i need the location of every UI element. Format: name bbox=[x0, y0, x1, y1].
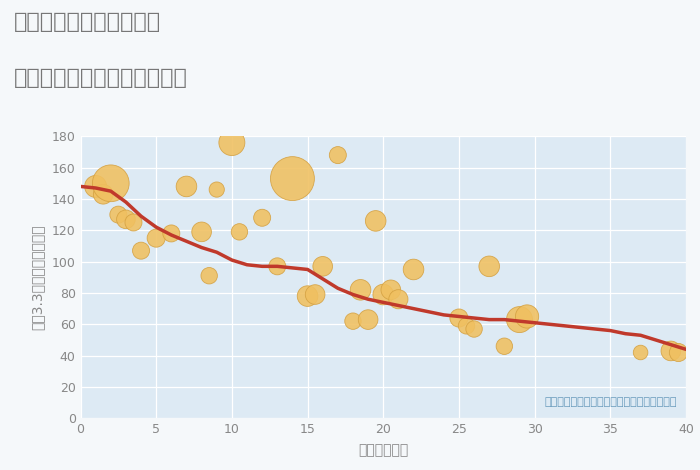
Point bbox=[150, 235, 162, 242]
Point bbox=[113, 211, 124, 219]
Point bbox=[166, 230, 177, 237]
Point bbox=[461, 322, 472, 329]
Point bbox=[514, 316, 525, 323]
Point bbox=[120, 216, 132, 223]
Text: 円の大きさは、取引のあった物件面積を示す: 円の大きさは、取引のあった物件面積を示す bbox=[545, 397, 677, 407]
Point bbox=[408, 266, 419, 273]
Point bbox=[136, 247, 147, 254]
Point bbox=[204, 272, 215, 280]
Point bbox=[272, 263, 283, 270]
Point bbox=[468, 325, 480, 333]
X-axis label: 築年数（年）: 築年数（年） bbox=[358, 443, 408, 457]
Point bbox=[90, 183, 101, 190]
Point bbox=[105, 180, 116, 187]
Point bbox=[370, 217, 382, 225]
Point bbox=[309, 291, 321, 298]
Point bbox=[234, 228, 245, 235]
Point bbox=[665, 347, 676, 355]
Text: 築年数別中古マンション価格: 築年数別中古マンション価格 bbox=[14, 68, 188, 88]
Point bbox=[226, 139, 237, 146]
Point bbox=[673, 349, 684, 356]
Point bbox=[317, 263, 328, 270]
Point bbox=[363, 316, 374, 323]
Point bbox=[181, 183, 192, 190]
Text: 大阪府堺市堺区神明町東: 大阪府堺市堺区神明町東 bbox=[14, 12, 161, 32]
Point bbox=[211, 186, 223, 193]
Point bbox=[97, 190, 108, 198]
Point bbox=[347, 317, 358, 325]
Point bbox=[522, 313, 533, 320]
Point bbox=[355, 286, 366, 294]
Point bbox=[378, 291, 389, 298]
Point bbox=[332, 151, 344, 159]
Y-axis label: 坪（3.3㎡）単価（万円）: 坪（3.3㎡）単価（万円） bbox=[31, 225, 45, 330]
Point bbox=[128, 219, 139, 226]
Point bbox=[385, 286, 396, 294]
Point bbox=[454, 314, 465, 322]
Point bbox=[498, 343, 510, 350]
Point bbox=[635, 349, 646, 356]
Point bbox=[287, 175, 298, 182]
Point bbox=[302, 292, 313, 300]
Point bbox=[256, 214, 267, 221]
Point bbox=[393, 296, 404, 303]
Point bbox=[484, 263, 495, 270]
Point bbox=[196, 228, 207, 235]
